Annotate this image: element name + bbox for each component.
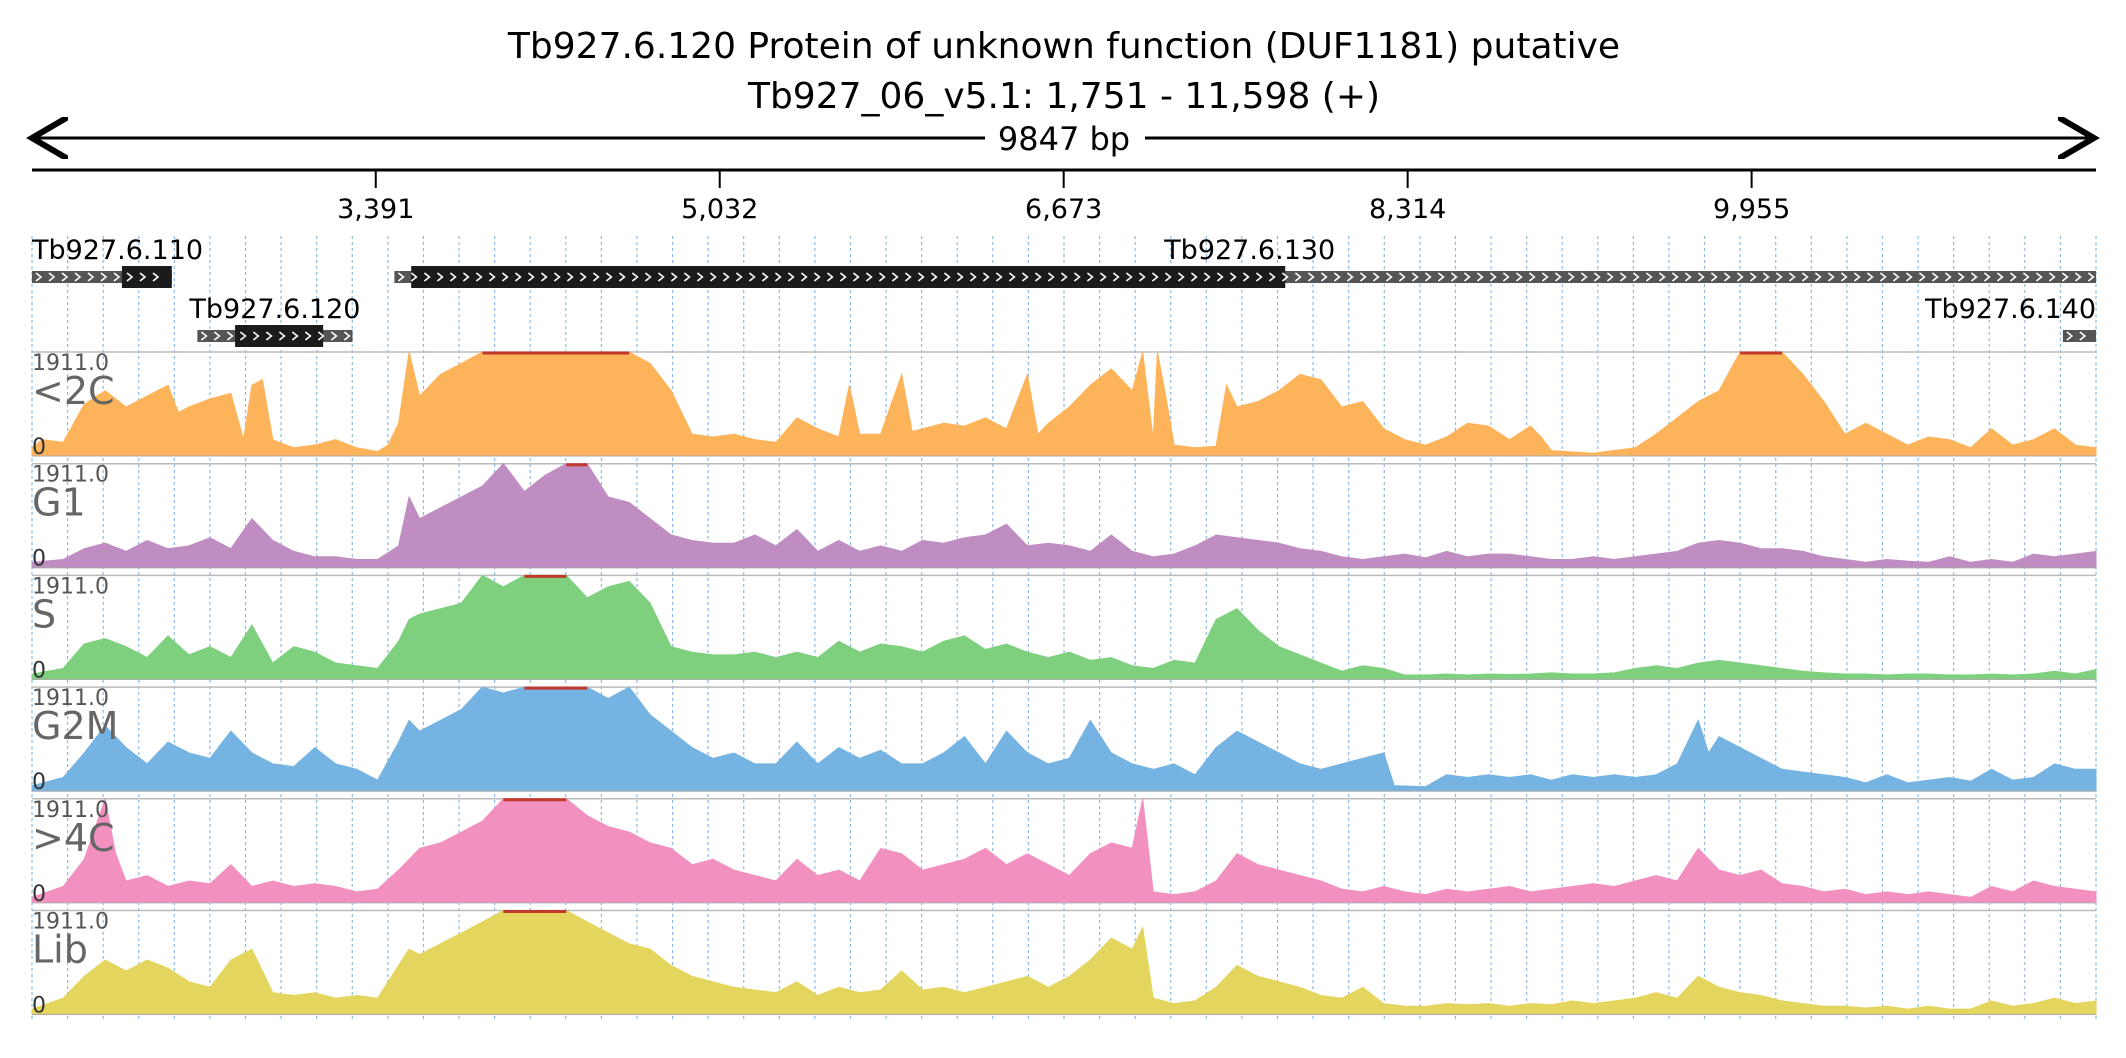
y-min-label: 0 [32,770,46,795]
ruler-tick-label: 5,032 [681,194,758,225]
gene-label: Tb927.6.110 [31,235,203,266]
y-max-label: 1911.0 [32,463,109,488]
length-indicator: 9847 bp [32,120,2094,158]
chart-title: Tb927.6.120 Protein of unknown function … [507,26,1620,67]
gene-label: Tb927.6.140 [1924,294,2096,325]
y-max-label: 1911.0 [32,574,109,599]
gene-label: Tb927.6.130 [1163,235,1335,266]
gene-Tb927.6.140[interactable]: Tb927.6.140 [1924,294,2096,342]
gene-Tb927.6.130[interactable]: Tb927.6.130 [394,235,2096,288]
track-name: S [32,592,56,636]
coverage-area [31,910,2097,1015]
track-2C: 1911.0 0 <2C [31,351,2097,460]
gene-Tb927.6.110[interactable]: Tb927.6.110 [31,235,203,288]
y-min-label: 0 [32,882,46,907]
chart-subtitle: Tb927_06_v5.1: 1,751 - 11,598 (+) [747,76,1380,117]
coverage-area [31,462,2097,569]
track-name: Lib [32,928,88,972]
ruler-tick-label: 8,314 [1369,194,1446,225]
ruler-tick-label: 9,955 [1713,194,1790,225]
grid-lines [31,236,2097,1022]
track-G2M: 1911.0 0 G2M [31,686,2097,795]
gene-Tb927.6.120[interactable]: Tb927.6.120 [188,294,360,347]
y-max-label: 1911.0 [32,910,109,935]
track-4C: 1911.0 0 >4C [31,796,2097,907]
ruler-tick-label: 3,391 [337,194,414,225]
y-min-label: 0 [32,547,46,572]
ruler: 3,391 5,032 6,673 8,314 9,955 [32,168,2096,225]
y-min-label: 0 [32,658,46,683]
coverage-area [31,686,2097,792]
track-S: 1911.0 0 S [31,574,2097,683]
y-min-label: 0 [32,435,46,460]
gene-label: Tb927.6.120 [188,294,360,325]
track-name: G1 [32,481,86,525]
ruler-tick-label: 6,673 [1025,194,1102,225]
track-Lib: 1911.0 0 Lib [31,910,2097,1019]
coverage-area [31,574,2097,680]
y-max-label: 1911.0 [32,686,109,711]
gene-track: Tb927.6.110 Tb927.6.120 Tb927.6.130 Tb927.6… [31,235,2096,347]
y-max-label: 1911.0 [32,798,109,823]
length-label: 9847 bp [998,120,1130,158]
coverage-tracks: 1911.00<2C1911.00G11911.00S1911.00G2M191… [31,351,2097,1019]
track-name: G2M [32,704,118,748]
y-max-label: 1911.0 [32,351,109,376]
y-min-label: 0 [32,994,46,1019]
track-G1: 1911.0 0 G1 [31,462,2097,572]
track-name: >4C [32,816,115,860]
track-name: <2C [32,369,115,413]
coverage-area [31,796,2097,904]
